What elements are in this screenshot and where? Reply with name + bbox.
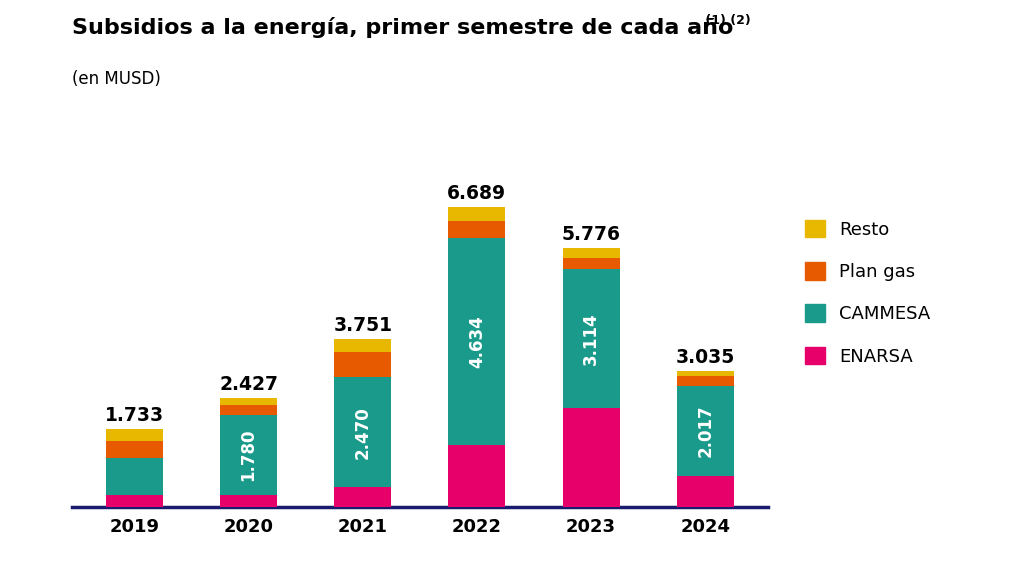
Bar (334, 377, 391, 488)
Text: 1.780: 1.780 (240, 428, 258, 481)
Bar (677, 476, 734, 507)
Bar (334, 352, 391, 377)
Text: 2.017: 2.017 (696, 405, 714, 458)
Bar (220, 415, 278, 495)
Bar (220, 398, 278, 405)
Text: 1.733: 1.733 (104, 406, 164, 425)
Text: (1) (2): (1) (2) (701, 14, 752, 27)
Bar (677, 376, 734, 386)
Bar (449, 445, 506, 507)
Bar (105, 458, 163, 495)
Bar (220, 405, 278, 415)
Text: 6.689: 6.689 (447, 184, 507, 203)
Legend: Resto, Plan gas, CAMMESA, ENARSA: Resto, Plan gas, CAMMESA, ENARSA (798, 213, 938, 373)
Bar (562, 258, 620, 269)
Text: 3.035: 3.035 (676, 348, 735, 367)
Bar (677, 371, 734, 376)
Bar (334, 488, 391, 507)
Text: 2.470: 2.470 (353, 406, 372, 459)
Text: 2.427: 2.427 (219, 375, 279, 394)
Bar (220, 495, 278, 507)
Text: 5.776: 5.776 (561, 225, 621, 244)
Text: Subsidios a la energía, primer semestre de cada año: Subsidios a la energía, primer semestre … (72, 17, 733, 38)
Bar (677, 386, 734, 476)
Bar (562, 269, 620, 408)
Text: 3.751: 3.751 (333, 316, 392, 335)
Text: (en MUSD): (en MUSD) (72, 70, 161, 88)
Bar (105, 429, 163, 441)
Bar (105, 495, 163, 507)
Bar (449, 207, 506, 221)
Bar (449, 238, 506, 445)
Bar (105, 441, 163, 458)
Text: 4.634: 4.634 (468, 315, 486, 368)
Bar (562, 408, 620, 507)
Bar (562, 248, 620, 258)
Bar (334, 339, 391, 352)
Bar (449, 221, 506, 238)
Text: 3.114: 3.114 (582, 312, 600, 365)
